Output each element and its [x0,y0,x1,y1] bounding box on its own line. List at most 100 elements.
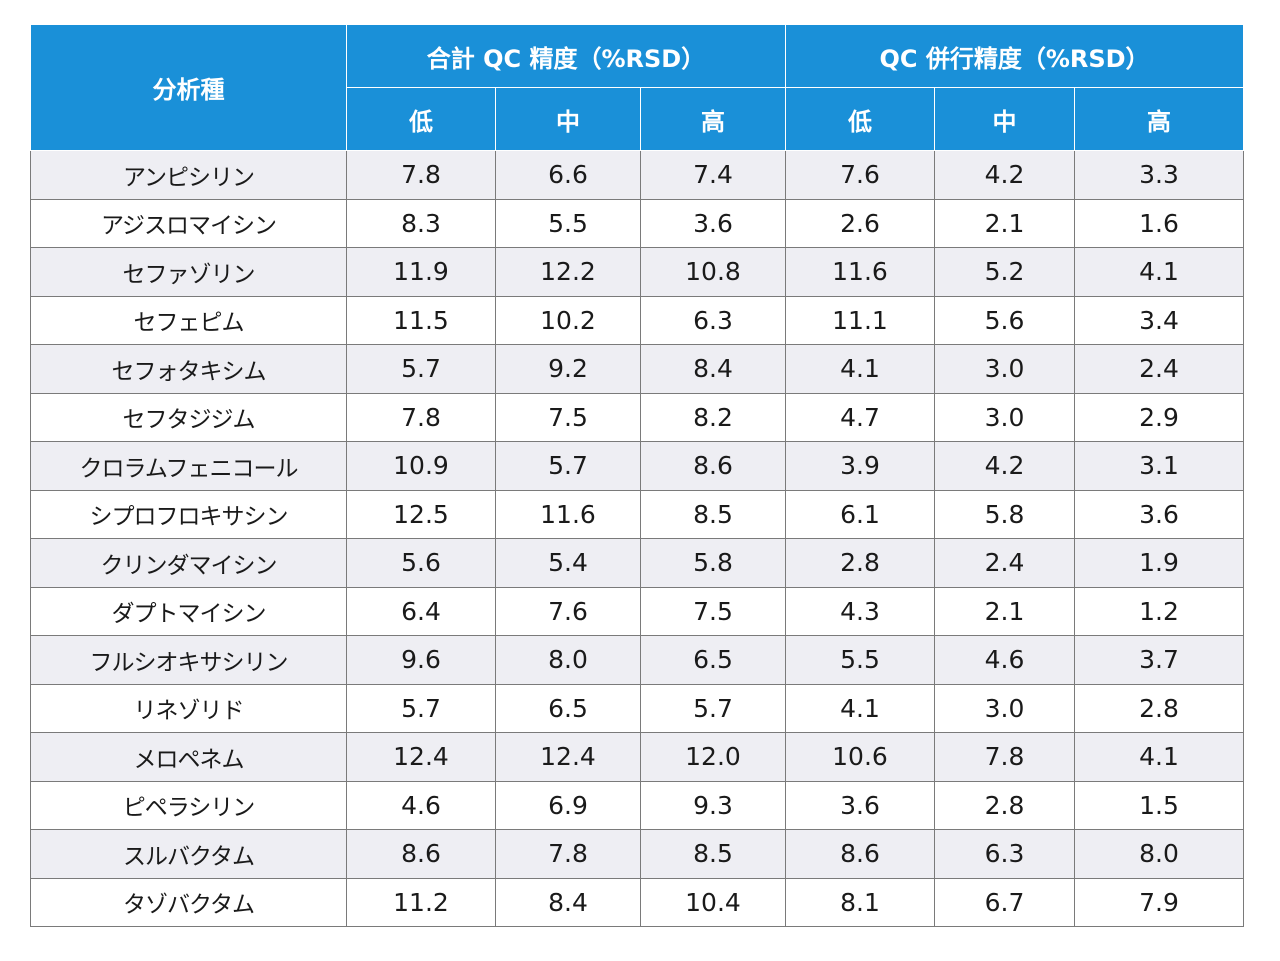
level-header-parallel-low: 低 [785,87,935,151]
rsd-cell-total-high: 8.6 [640,441,786,491]
level-header-total-low: 低 [346,87,496,151]
rsd-cell-parallel-low: 8.1 [785,877,935,927]
rsd-cell-parallel-high: 8.0 [1073,829,1245,879]
analyte-name-cell: ダプトマイシン [30,586,347,636]
rsd-cell-total-low: 8.6 [346,829,496,879]
header-row-levels: 低 中 高 低 中 高 [31,87,1245,151]
rsd-cell-parallel-mid: 5.2 [934,247,1075,297]
analyte-column-header: 分析種 [30,24,347,151]
rsd-cell-total-mid: 5.4 [495,538,641,588]
rsd-cell-parallel-high: 4.1 [1073,732,1245,782]
analyte-name-cell: クロラムフェニコール [30,441,347,491]
rsd-cell-parallel-low: 4.1 [785,344,935,394]
rsd-cell-total-low: 11.2 [346,877,496,927]
rsd-cell-parallel-high: 7.9 [1073,877,1245,927]
table-row: リネゾリド 5.7 6.5 5.7 4.1 3.0 2.8 [30,683,1245,733]
rsd-cell-parallel-low: 4.3 [785,586,935,636]
table-row: タゾバクタム 11.2 8.4 10.4 8.1 6.7 7.9 [30,877,1245,927]
rsd-cell-parallel-mid: 6.7 [934,877,1075,927]
rsd-cell-total-high: 8.2 [640,392,786,442]
rsd-cell-total-high: 12.0 [640,732,786,782]
rsd-cell-parallel-mid: 3.0 [934,683,1075,733]
rsd-cell-total-low: 12.5 [346,489,496,539]
rsd-cell-total-mid: 5.5 [495,198,641,248]
table-row: シプロフロキサシン 12.5 11.6 8.5 6.1 5.8 3.6 [30,489,1245,539]
rsd-cell-parallel-low: 7.6 [785,150,935,200]
rsd-cell-parallel-mid: 4.2 [934,150,1075,200]
table-row: ピペラシリン 4.6 6.9 9.3 3.6 2.8 1.5 [30,780,1245,830]
rsd-cell-parallel-high: 1.6 [1073,198,1245,248]
table-row: クリンダマイシン 5.6 5.4 5.8 2.8 2.4 1.9 [30,538,1245,588]
analyte-name-cell: フルシオキサシリン [30,635,347,685]
rsd-cell-total-high: 6.3 [640,295,786,345]
rsd-cell-parallel-high: 2.8 [1073,683,1245,733]
rsd-cell-total-high: 10.4 [640,877,786,927]
rsd-cell-total-high: 5.7 [640,683,786,733]
rsd-cell-total-low: 11.5 [346,295,496,345]
rsd-cell-total-low: 5.7 [346,683,496,733]
rsd-cell-total-mid: 7.5 [495,392,641,442]
rsd-cell-total-mid: 6.9 [495,780,641,830]
rsd-cell-parallel-mid: 3.0 [934,344,1075,394]
level-header-parallel-high: 高 [1073,87,1245,151]
analyte-name-cell: アジスロマイシン [30,198,347,248]
rsd-cell-parallel-high: 3.7 [1073,635,1245,685]
rsd-cell-total-low: 7.8 [346,392,496,442]
rsd-cell-parallel-mid: 4.6 [934,635,1075,685]
analyte-name-cell: アンピシリン [30,150,347,200]
rsd-cell-total-high: 8.4 [640,344,786,394]
rsd-cell-parallel-low: 11.6 [785,247,935,297]
analyte-name-cell: セフタジジム [30,392,347,442]
rsd-cell-parallel-low: 5.5 [785,635,935,685]
rsd-cell-total-low: 8.3 [346,198,496,248]
rsd-cell-parallel-high: 3.6 [1073,489,1245,539]
analyte-name-cell: メロペネム [30,732,347,782]
rsd-cell-total-mid: 7.6 [495,586,641,636]
rsd-cell-total-high: 3.6 [640,198,786,248]
rsd-cell-parallel-high: 3.3 [1073,150,1245,200]
header-row-groups: 分析種 合計 QC 精度（%RSD） QC 併行精度（%RSD） [30,24,1245,151]
rsd-cell-total-high: 6.5 [640,635,786,685]
rsd-cell-parallel-high: 1.5 [1073,780,1245,830]
rsd-cell-parallel-mid: 3.0 [934,392,1075,442]
analyte-name-cell: ピペラシリン [30,780,347,830]
rsd-cell-parallel-low: 4.1 [785,683,935,733]
rsd-cell-total-low: 11.9 [346,247,496,297]
analyte-name-cell: リネゾリド [30,683,347,733]
rsd-cell-total-mid: 10.2 [495,295,641,345]
rsd-cell-total-low: 12.4 [346,732,496,782]
table-header: 分析種 合計 QC 精度（%RSD） QC 併行精度（%RSD） 低 中 高 低… [30,24,1245,151]
rsd-cell-parallel-low: 6.1 [785,489,935,539]
rsd-cell-total-high: 7.4 [640,150,786,200]
table-body: アンピシリン 7.8 6.6 7.4 7.6 4.2 3.3 アジスロマイシン 8.3 5.5 3.… [30,150,1245,927]
rsd-cell-total-high: 7.5 [640,586,786,636]
analyte-name-cell: セフォタキシム [30,344,347,394]
rsd-cell-parallel-mid: 2.1 [934,586,1075,636]
level-header-total-mid: 中 [495,87,641,151]
rsd-cell-parallel-low: 10.6 [785,732,935,782]
table-row: メロペネム 12.4 12.4 12.0 10.6 7.8 4.1 [30,732,1245,782]
rsd-cell-parallel-low: 4.7 [785,392,935,442]
rsd-cell-total-high: 8.5 [640,489,786,539]
rsd-cell-parallel-mid: 2.4 [934,538,1075,588]
table-row: アンピシリン 7.8 6.6 7.4 7.6 4.2 3.3 [30,150,1245,200]
rsd-cell-total-low: 5.7 [346,344,496,394]
rsd-cell-total-mid: 11.6 [495,489,641,539]
analyte-name-cell: セフェピム [30,295,347,345]
rsd-cell-parallel-high: 2.9 [1073,392,1245,442]
rsd-cell-parallel-mid: 2.8 [934,780,1075,830]
rsd-cell-total-mid: 12.2 [495,247,641,297]
level-header-total-high: 高 [640,87,786,151]
rsd-cell-parallel-high: 4.1 [1073,247,1245,297]
table-row: ダプトマイシン 6.4 7.6 7.5 4.3 2.1 1.2 [30,586,1245,636]
level-header-parallel-mid: 中 [934,87,1075,151]
rsd-cell-parallel-mid: 4.2 [934,441,1075,491]
rsd-cell-total-high: 5.8 [640,538,786,588]
rsd-cell-total-low: 10.9 [346,441,496,491]
analyte-name-cell: クリンダマイシン [30,538,347,588]
table-row: フルシオキサシリン 9.6 8.0 6.5 5.5 4.6 3.7 [30,635,1245,685]
qc-precision-table: 分析種 合計 QC 精度（%RSD） QC 併行精度（%RSD） 低 中 高 低… [30,24,1245,927]
table-row: セフォタキシム 5.7 9.2 8.4 4.1 3.0 2.4 [30,344,1245,394]
rsd-cell-total-mid: 6.6 [495,150,641,200]
parallel-qc-precision-header: QC 併行精度（%RSD） [784,24,1245,88]
